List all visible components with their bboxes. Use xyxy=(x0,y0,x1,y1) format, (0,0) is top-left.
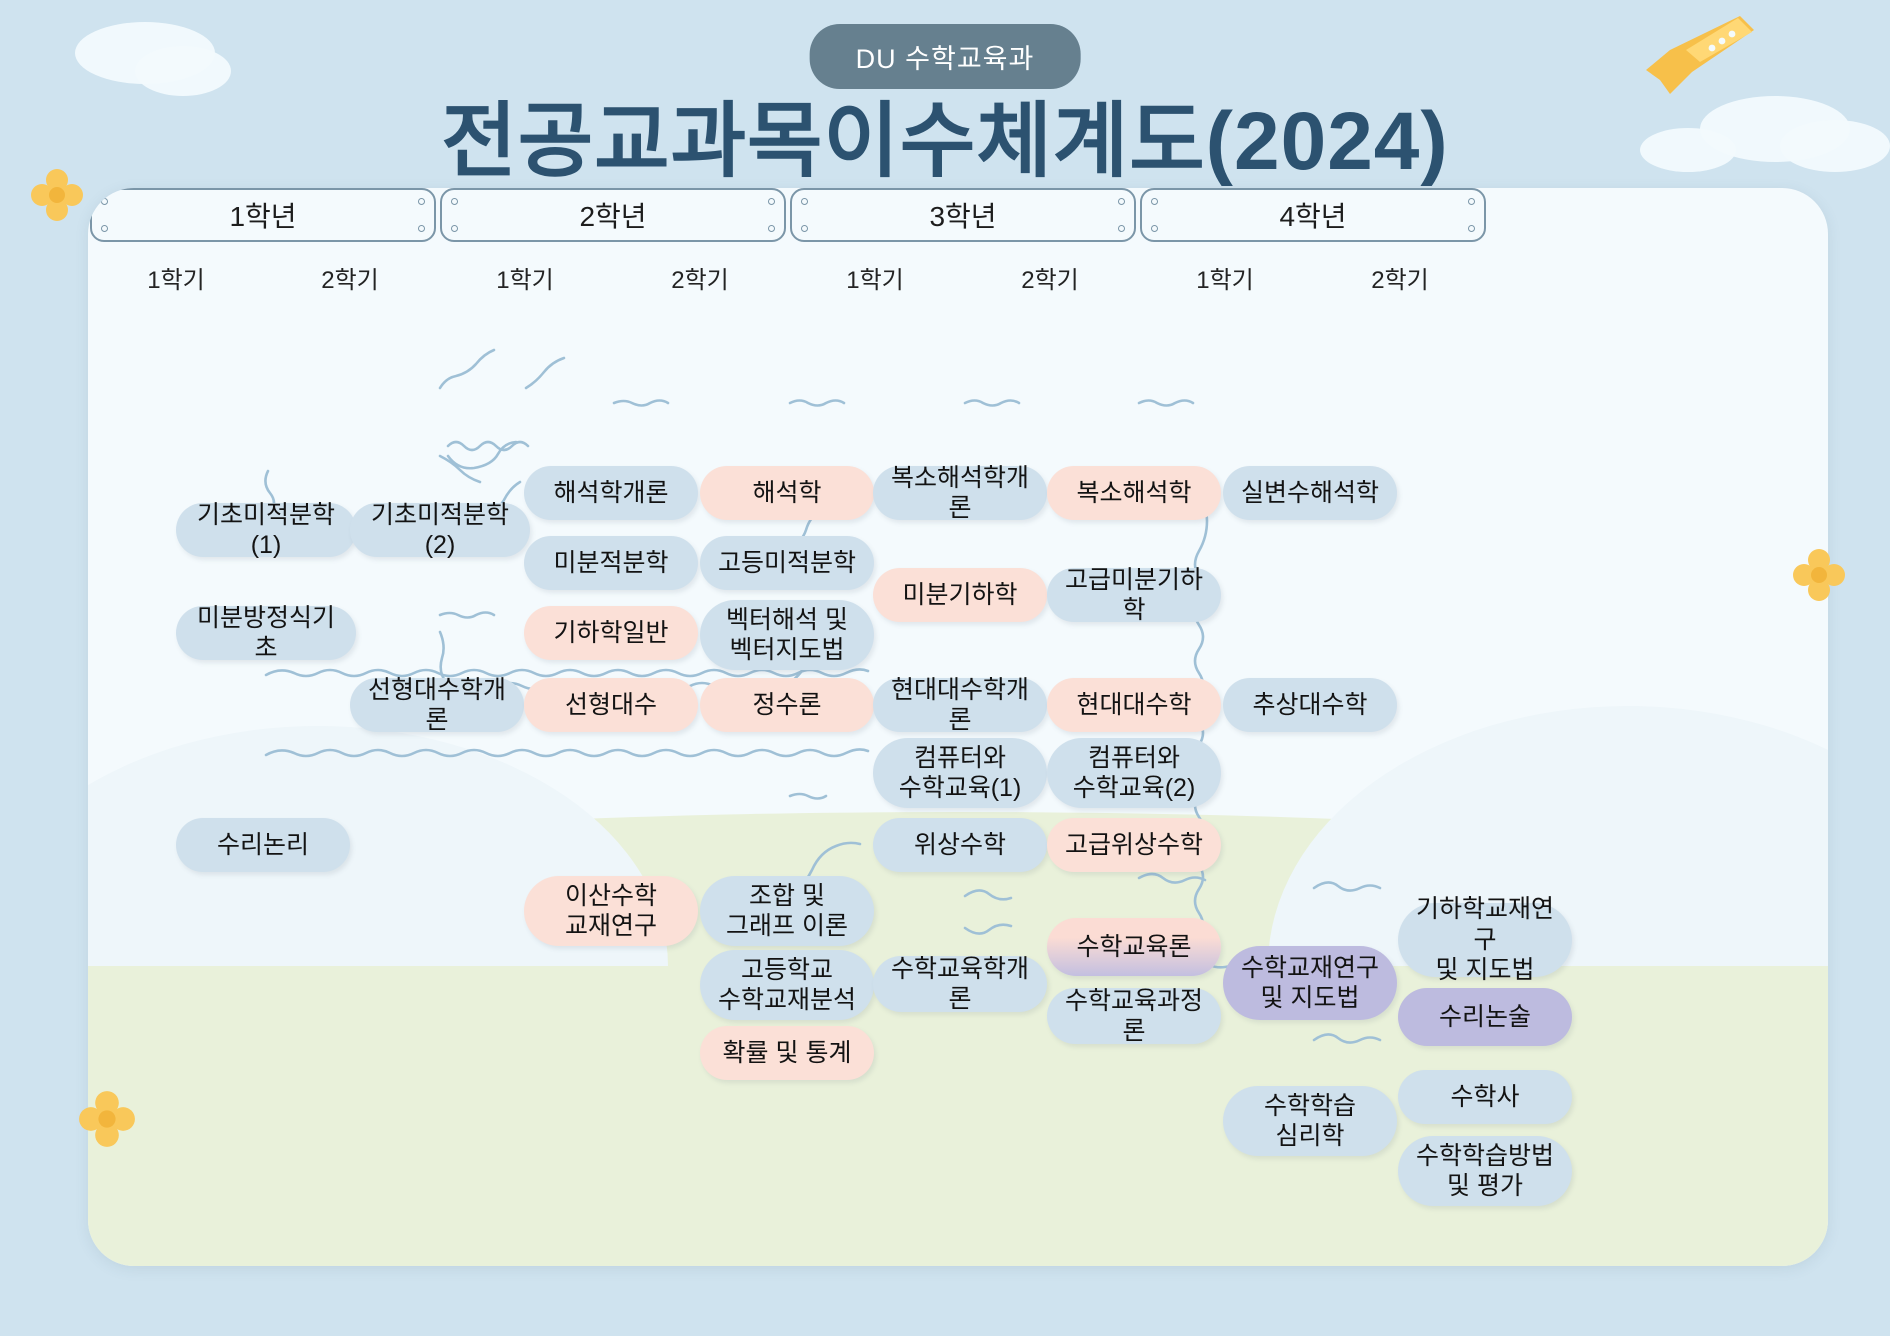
course-node[interactable]: 수학학습 심리학 xyxy=(1223,1086,1397,1156)
course-node[interactable]: 고급미분기하학 xyxy=(1047,566,1221,624)
semester-label-4-1: 1학기 xyxy=(1196,267,1254,294)
course-node[interactable]: 고등미적분학 xyxy=(700,536,874,590)
course-node[interactable]: 수학학습방법 및 평가 xyxy=(1398,1136,1572,1206)
course-node[interactable]: 실변수해석학 xyxy=(1223,466,1397,520)
course-node[interactable]: 기하학교재연구 및 지도법 xyxy=(1398,895,1572,984)
course-node[interactable]: 고급위상수학 xyxy=(1047,818,1221,872)
year-box-1: 1학년 xyxy=(90,188,436,242)
course-node[interactable]: 선형대수학개론 xyxy=(350,676,524,734)
course-node[interactable]: 추상대수학 xyxy=(1223,678,1397,732)
course-node[interactable]: 컴퓨터와 수학교육(2) xyxy=(1047,738,1221,808)
flower-icon xyxy=(79,1091,135,1147)
semester-label-2-2: 2학기 xyxy=(671,267,729,294)
course-node[interactable]: 복소해석학 xyxy=(1047,466,1221,520)
year-box-2: 2학년 xyxy=(440,188,786,242)
cloud-icon xyxy=(1640,128,1736,172)
course-node[interactable]: 위상수학 xyxy=(873,818,1047,872)
course-node[interactable]: 수리논술 xyxy=(1398,988,1572,1046)
course-node[interactable]: 고등학교 수학교재분석 xyxy=(700,950,874,1020)
page-title: 전공교과목이수체계도(2024) xyxy=(441,96,1449,187)
semester-label-3-1: 1학기 xyxy=(846,267,904,294)
course-node[interactable]: 수학교육과정론 xyxy=(1047,987,1221,1045)
course-node[interactable]: 벡터해석 및 벡터지도법 xyxy=(700,600,874,670)
course-node[interactable]: 컴퓨터와 수학교육(1) xyxy=(873,738,1047,808)
course-node[interactable]: 기초미적분학(2) xyxy=(350,501,530,559)
flower-icon xyxy=(31,169,83,221)
airplane-icon xyxy=(1646,16,1754,94)
course-node[interactable]: 미분방정식기초 xyxy=(176,604,356,662)
course-node[interactable]: 이산수학 교재연구 xyxy=(524,876,698,946)
course-node[interactable]: 미분기하학 xyxy=(873,568,1047,622)
semester-label-1-1: 1학기 xyxy=(147,267,205,294)
course-node[interactable]: 해석학개론 xyxy=(524,466,698,520)
semester-label-1-2: 2학기 xyxy=(321,267,379,294)
course-node[interactable]: 해석학 xyxy=(700,466,874,520)
course-node[interactable]: 수리논리 xyxy=(176,818,350,872)
cloud-icon xyxy=(1780,120,1890,172)
course-node[interactable]: 복소해석학개론 xyxy=(873,464,1047,522)
course-node[interactable]: 수학교육학개론 xyxy=(873,955,1047,1013)
year-box-4: 4학년 xyxy=(1140,188,1486,242)
semester-label-4-2: 2학기 xyxy=(1371,267,1429,294)
course-node[interactable]: 선형대수 xyxy=(524,678,698,732)
year-label: 1학년 xyxy=(229,201,297,232)
course-node[interactable]: 확률 및 통계 xyxy=(700,1026,874,1080)
course-node[interactable]: 수학교육론 xyxy=(1047,918,1221,976)
flower-icon xyxy=(1793,549,1845,601)
year-label: 4학년 xyxy=(1279,201,1347,232)
curriculum-card: 1학년 2학년 3학년 4학년 1학기 2학기 1학기 2학기 1학기 2학기 … xyxy=(88,188,1828,1266)
course-node[interactable]: 기하학일반 xyxy=(524,606,698,660)
course-node[interactable]: 기초미적분학(1) xyxy=(176,501,356,559)
course-node[interactable]: 수학교재연구 및 지도법 xyxy=(1223,946,1397,1020)
year-box-3: 3학년 xyxy=(790,188,1136,242)
course-node[interactable]: 수학사 xyxy=(1398,1070,1572,1124)
course-node[interactable]: 현대대수학 xyxy=(1047,678,1221,732)
cloud-icon xyxy=(135,46,231,96)
course-node[interactable]: 미분적분학 xyxy=(524,536,698,590)
year-label: 2학년 xyxy=(579,201,647,232)
course-node[interactable]: 현대대수학개론 xyxy=(873,676,1047,734)
course-node[interactable]: 조합 및 그래프 이론 xyxy=(700,876,874,946)
year-label: 3학년 xyxy=(929,201,997,232)
department-badge: DU 수학교육과 xyxy=(809,24,1081,89)
course-node[interactable]: 정수론 xyxy=(700,678,874,732)
semester-label-2-1: 1학기 xyxy=(496,267,554,294)
semester-label-3-2: 2학기 xyxy=(1021,267,1079,294)
